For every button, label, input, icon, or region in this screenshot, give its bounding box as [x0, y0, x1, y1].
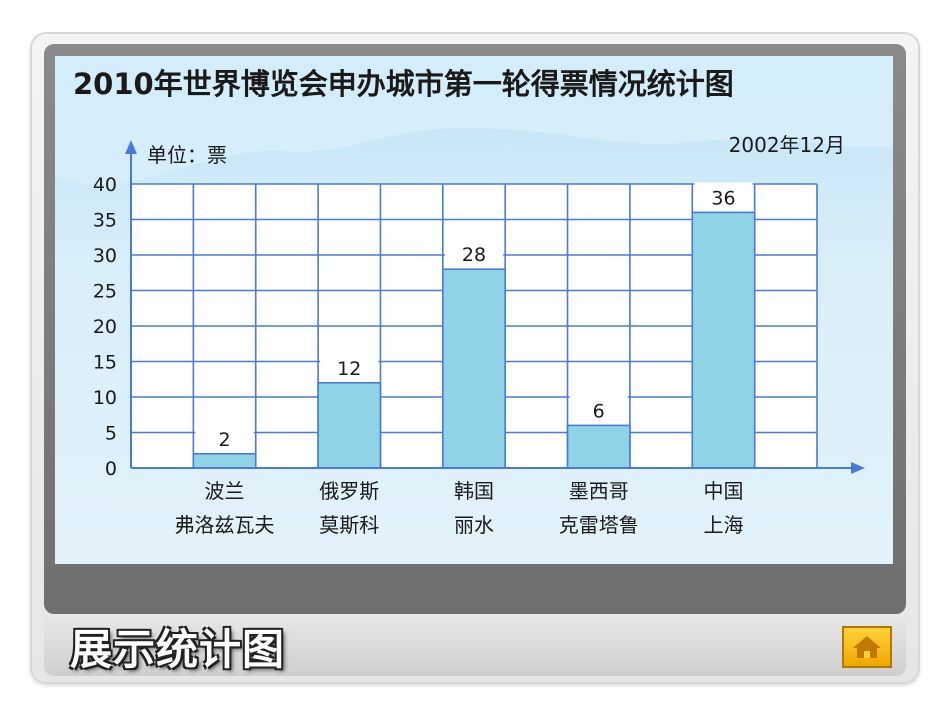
- bar-value-label: 36: [711, 187, 735, 209]
- home-icon: [853, 636, 881, 658]
- x-category-label: 韩国: [454, 479, 494, 503]
- bar-value-background: [569, 395, 628, 424]
- y-tick-label: 0: [105, 458, 117, 480]
- chart-title: 2010年世界博览会申办城市第一轮得票情况统计图: [73, 67, 734, 101]
- y-tick-label: 40: [93, 174, 117, 196]
- bar: [317, 381, 382, 469]
- y-tick-label: 25: [93, 281, 117, 303]
- y-tick-label: 20: [93, 316, 117, 338]
- y-tick-label: 15: [93, 352, 117, 374]
- bar-value-label: 28: [462, 244, 486, 266]
- slide-caption-bar: [44, 614, 906, 676]
- bar-value-background: [320, 352, 379, 381]
- axes: [125, 140, 865, 474]
- bar-value-label: 12: [337, 358, 361, 380]
- chart-panel: 2010年世界博览会申办城市第一轮得票情况统计图 2002年12月 单位：票 0…: [55, 56, 893, 564]
- x-category-label: 墨西哥: [569, 479, 629, 503]
- bar: [192, 452, 257, 469]
- bar-value-background: [694, 182, 753, 211]
- chart-date-note: 2002年12月: [729, 133, 845, 157]
- x-category-label: 上海: [703, 513, 743, 537]
- bar: [566, 424, 631, 469]
- home-button[interactable]: [842, 626, 892, 668]
- y-tick-label: 30: [93, 245, 117, 267]
- y-axis-unit-label: 单位：票: [147, 143, 227, 167]
- x-category-label: 莫斯科: [319, 513, 379, 537]
- bar-value-background: [195, 423, 254, 452]
- x-category-label: 弗洛兹瓦夫: [175, 513, 275, 537]
- x-category-label: 波兰: [205, 479, 245, 503]
- x-category-label: 俄罗斯: [319, 479, 379, 503]
- bar-value-background: [444, 239, 504, 268]
- bars: [192, 182, 756, 469]
- bar-value-label: 2: [218, 429, 230, 451]
- x-category-label: 克雷塔鲁: [559, 513, 639, 537]
- bar: [442, 268, 506, 469]
- y-tick-label: 35: [93, 210, 117, 232]
- bar: [691, 211, 756, 469]
- slide-caption: 展示统计图: [70, 625, 286, 674]
- y-tick-label: 5: [105, 423, 117, 445]
- y-tick-label: 10: [93, 387, 117, 409]
- x-category-label: 丽水: [454, 513, 494, 537]
- x-axis-arrow: [851, 462, 865, 474]
- y-axis-arrow: [125, 140, 137, 154]
- decorative-wave: [55, 56, 893, 185]
- bar-chart: 2010年世界博览会申办城市第一轮得票情况统计图 2002年12月 单位：票 0…: [55, 56, 893, 537]
- x-category-label: 中国: [703, 479, 743, 503]
- bar-value-label: 6: [593, 400, 605, 422]
